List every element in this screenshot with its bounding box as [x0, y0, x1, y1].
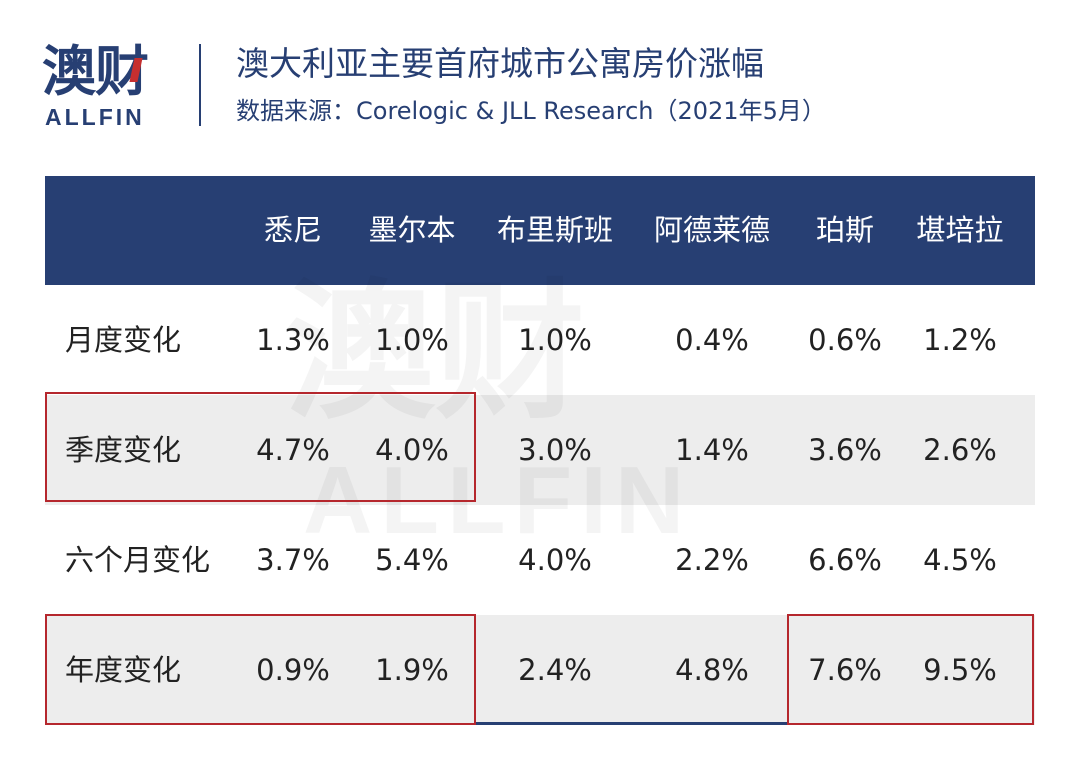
table-cell: 4.0% [518, 543, 592, 577]
table-bottom-line [475, 722, 788, 725]
highlight-box-quarterly-sydney-melbourne [45, 392, 476, 502]
table-cell: 0.6% [808, 323, 882, 357]
table-cell: 0.9% [256, 653, 330, 687]
table-cell: 0.4% [675, 323, 749, 357]
column-header-5: 堪培拉 [916, 213, 1004, 247]
table-cell: 1.2% [923, 323, 997, 357]
table-row: 年度变化 0.9% 1.9% 2.4% 4.8% 7.6% 9.5% [45, 615, 1035, 725]
table-cell: 2.4% [518, 653, 592, 687]
column-header-0: 悉尼 [263, 213, 322, 247]
table-cell: 1.0% [375, 323, 449, 357]
table-cell: 3.6% [808, 433, 882, 467]
highlight-box-annual-sydney-melbourne [45, 614, 476, 725]
table-cell: 6.6% [808, 543, 882, 577]
table-cell: 4.8% [675, 653, 749, 687]
highlight-box-annual-perth-canberra [787, 614, 1034, 725]
table-row: 六个月变化 3.7% 5.4% 4.0% 2.2% 6.6% 4.5% [45, 505, 1035, 615]
logo-english-text: ALLFIN [45, 104, 145, 130]
table-cell: 2.2% [675, 543, 749, 577]
row-label: 月度变化 [65, 323, 182, 357]
table-cell: 1.0% [518, 323, 592, 357]
table-cell: 4.7% [256, 433, 330, 467]
header-divider [199, 44, 201, 126]
table-cell: 2.6% [923, 433, 997, 467]
row-label: 季度变化 [65, 433, 182, 467]
table-cell: 4.5% [923, 543, 997, 577]
chart-title: 澳大利亚主要首府城市公寓房价涨幅 [236, 44, 764, 83]
table-cell: 1.9% [375, 653, 449, 687]
table-body: 月度变化 1.3% 1.0% 1.0% 0.4% 0.6% 1.2% 季度变化 4.7% 4.0%… [45, 285, 1035, 725]
table-cell: 3.0% [518, 433, 592, 467]
table-header-row: 悉尼 墨尔本 布里斯班 阿德莱德 珀斯 堪培拉 [45, 176, 1035, 285]
table-cell: 4.0% [375, 433, 449, 467]
row-label: 年度变化 [65, 653, 182, 687]
allfin-logo: 澳财 ALLFIN [42, 40, 167, 132]
table-row: 月度变化 1.3% 1.0% 1.0% 0.4% 0.6% 1.2% [45, 285, 1035, 395]
column-header-4: 珀斯 [815, 213, 874, 247]
table-row: 季度变化 4.7% 4.0% 3.0% 1.4% 3.6% 2.6% [45, 395, 1035, 505]
table-cell: 1.3% [256, 323, 330, 357]
table-cell: 7.6% [808, 653, 882, 687]
chart-source: 数据来源：Corelogic & JLL Research（2021年5月） [236, 97, 826, 125]
data-table: 悉尼 墨尔本 布里斯班 阿德莱德 珀斯 堪培拉 月度变化 1.3% 1.0% 1.0% 0.4% 0… [45, 176, 1035, 725]
table-cell: 5.4% [375, 543, 449, 577]
column-header-2: 布里斯班 [496, 213, 613, 247]
table-cell: 3.7% [256, 543, 330, 577]
table-cell: 9.5% [923, 653, 997, 687]
table-cell: 1.4% [675, 433, 749, 467]
column-header-3: 阿德莱德 [653, 213, 770, 247]
column-header-1: 墨尔本 [368, 213, 456, 247]
row-label: 六个月变化 [65, 543, 211, 577]
